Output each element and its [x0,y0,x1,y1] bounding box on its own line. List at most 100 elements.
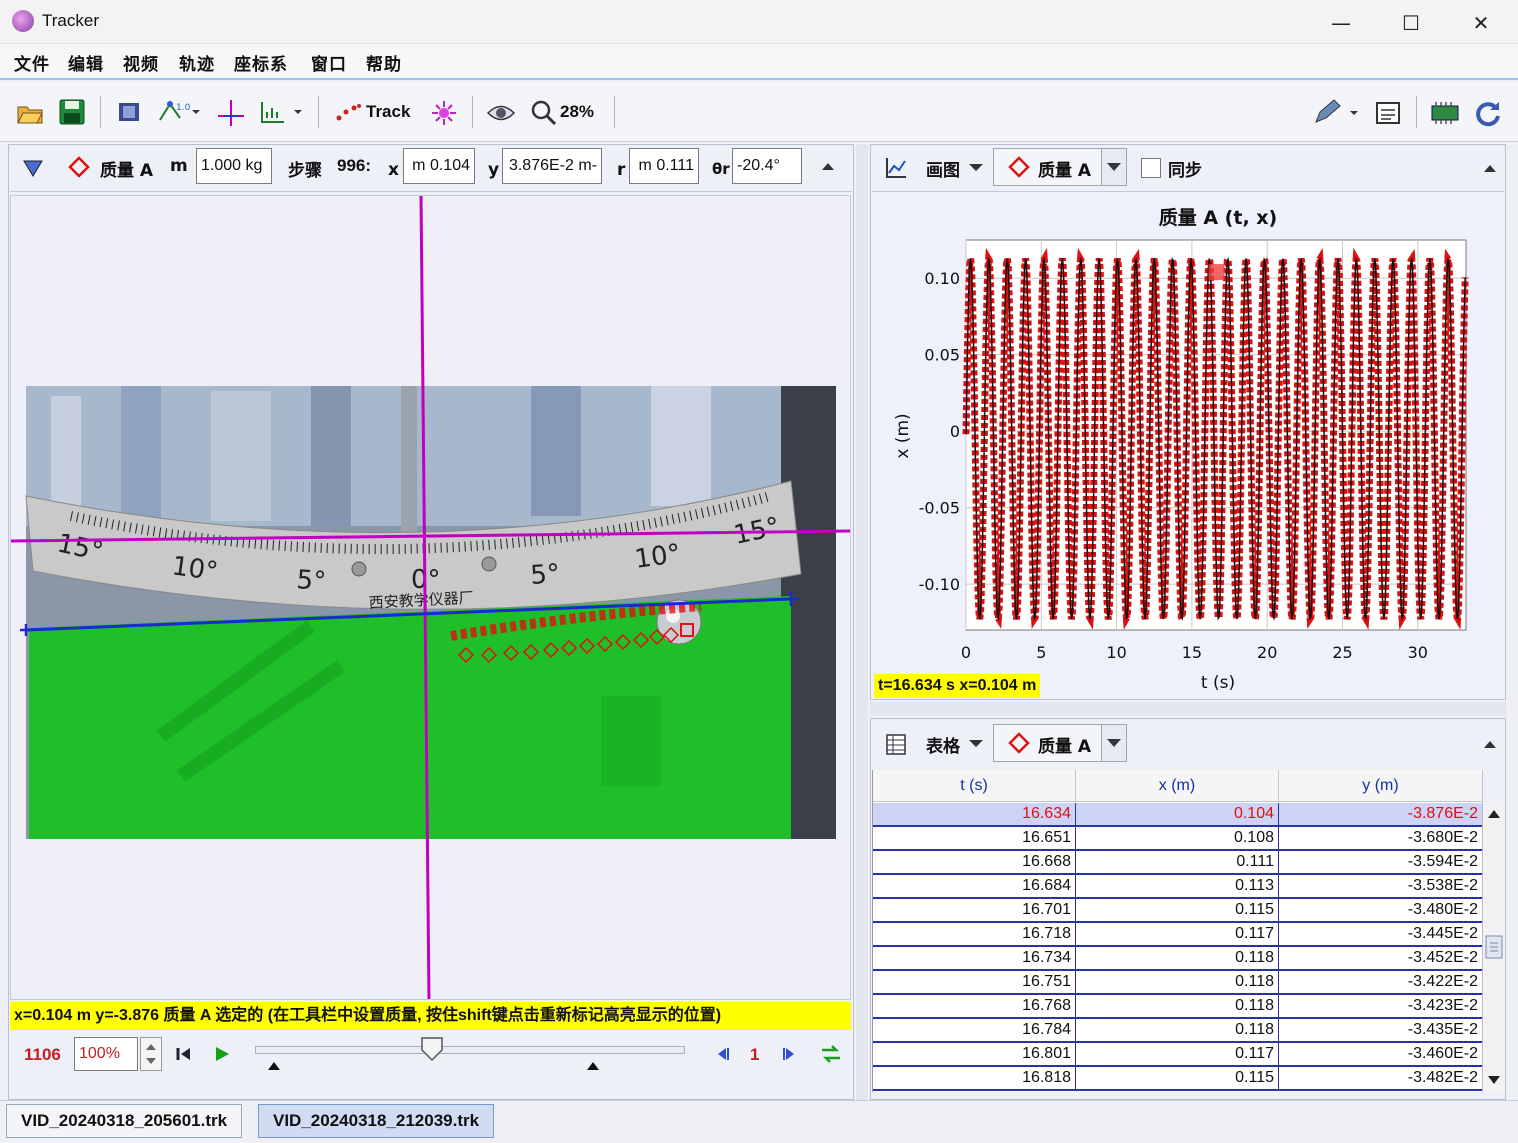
autotracker-icon[interactable] [430,99,458,127]
table-cell[interactable]: 16.751 [873,971,1076,993]
table-cell[interactable]: 0.118 [1076,971,1279,993]
column-header-x[interactable]: x (m) [1076,770,1279,802]
table-cell[interactable]: -3.480E-2 [1279,899,1483,921]
tab-file-1[interactable]: VID_20240318_205601.trk [6,1104,243,1138]
table-cell[interactable]: 0.115 [1076,899,1279,921]
table-cell[interactable]: -3.452E-2 [1279,947,1483,969]
memory-icon[interactable] [1430,100,1460,126]
playback-slider[interactable] [255,1046,685,1054]
table-row[interactable]: 16.784 0.118 -3.435E-2 [873,1019,1483,1043]
step-forward-icon[interactable] [782,1046,798,1062]
x-field[interactable]: 0.104 m [403,148,475,184]
pencil-drawing-icon[interactable] [1312,98,1360,128]
playback-rate-field[interactable]: 100% [74,1037,138,1071]
mass-field[interactable]: 1.000 kg [196,148,272,184]
play-icon[interactable] [214,1046,230,1062]
plot-track-dropdown[interactable] [1101,149,1126,185]
table-row[interactable]: 16.701 0.115 -3.480E-2 [873,899,1483,923]
measuring-tools-icon[interactable] [258,98,304,126]
table-cell[interactable]: 0.115 [1076,1067,1279,1089]
table-cell[interactable]: 0.108 [1076,827,1279,849]
y-field[interactable]: -3.876E-2 m [502,148,602,184]
table-cell[interactable]: 16.768 [873,995,1076,1017]
table-cell[interactable]: 16.784 [873,1019,1076,1041]
table-row[interactable]: 16.651 0.108 -3.680E-2 [873,827,1483,851]
table-track-dropdown[interactable] [1101,725,1126,761]
notes-icon[interactable] [1374,100,1402,126]
table-cell[interactable]: 0.118 [1076,995,1279,1017]
collapse-up-icon[interactable] [820,160,836,172]
table-cell[interactable]: 0.117 [1076,1043,1279,1065]
table-cell[interactable]: -3.435E-2 [1279,1019,1483,1041]
track-button[interactable]: Track [366,102,411,121]
plot-view-label[interactable]: 画图 [926,161,960,181]
menu-coordinates[interactable]: 座标系 [234,55,288,75]
r-field[interactable]: 0.111 m [629,148,699,184]
table-row[interactable]: 16.768 0.118 -3.423E-2 [873,995,1483,1019]
zoom-icon[interactable] [530,99,558,127]
track-dropdown-icon[interactable] [22,158,44,178]
chevron-down-icon[interactable] [968,738,984,748]
collapse-up-icon[interactable] [1482,738,1498,750]
loop-icon[interactable] [820,1044,842,1064]
menu-video[interactable]: 视频 [123,55,159,75]
table-row[interactable]: 16.718 0.117 -3.445E-2 [873,923,1483,947]
step-size[interactable]: 1 [750,1045,760,1064]
table-cell[interactable]: 16.668 [873,851,1076,873]
track-name[interactable]: 质量 A [100,161,154,181]
table-cell[interactable]: 16.801 [873,1043,1076,1065]
table-cell[interactable]: 16.651 [873,827,1076,849]
vertical-splitter[interactable] [856,144,868,1100]
zoom-level[interactable]: 28% [560,102,595,121]
refresh-icon[interactable] [1474,99,1502,127]
table-cell[interactable]: -3.680E-2 [1279,827,1483,849]
plot-area[interactable]: 质量 A (t, x) 0 5 10 15 20 25 30 0.10 0.05 0 -0.05 -0… [872,194,1504,698]
tab-file-2[interactable]: VID_20240318_212039.trk [258,1104,495,1138]
collapse-up-icon[interactable] [1482,162,1498,174]
table-scrollbar[interactable] [1482,802,1504,1092]
table-cell[interactable]: 0.117 [1076,923,1279,945]
table-cell[interactable]: 16.718 [873,923,1076,945]
start-frame-marker[interactable] [266,1060,282,1072]
menu-window[interactable]: 窗口 [311,55,347,75]
menu-help[interactable]: 帮助 [366,55,402,75]
reset-icon[interactable] [176,1046,192,1062]
maximize-button[interactable]: ☐ [1402,11,1420,35]
menu-edit[interactable]: 编辑 [68,55,104,75]
minimize-button[interactable]: — [1331,11,1351,35]
step-back-icon[interactable] [714,1046,730,1062]
chevron-down-icon[interactable] [968,162,984,172]
table-cell[interactable]: 0.111 [1076,851,1279,873]
table-row[interactable]: 16.684 0.113 -3.538E-2 [873,875,1483,899]
rate-spinner[interactable] [140,1037,162,1071]
table-cell[interactable]: -3.445E-2 [1279,923,1483,945]
open-folder-icon[interactable] [16,99,44,125]
table-row[interactable]: 16.668 0.111 -3.594E-2 [873,851,1483,875]
sync-checkbox[interactable] [1141,158,1161,178]
coordinate-axes-icon[interactable] [216,98,246,128]
table-cell[interactable]: -3.460E-2 [1279,1043,1483,1065]
table-cell[interactable]: 16.818 [873,1067,1076,1089]
table-cell[interactable]: 16.734 [873,947,1076,969]
table-cell[interactable]: -3.482E-2 [1279,1067,1483,1089]
track-icon[interactable] [334,100,362,124]
close-button[interactable]: ✕ [1472,11,1490,35]
table-row[interactable]: 16.751 0.118 -3.422E-2 [873,971,1483,995]
calibration-tools-icon[interactable]: 1.0 [156,98,200,126]
menu-track[interactable]: 轨迹 [179,55,215,75]
table-row[interactable]: 16.734 0.118 -3.452E-2 [873,947,1483,971]
save-icon[interactable] [58,98,86,126]
chart[interactable]: 质量 A (t, x) 0 5 10 15 20 25 30 0.10 0.05 0 -0.05 -0… [872,194,1504,698]
table-cell[interactable]: -3.594E-2 [1279,851,1483,873]
video-view[interactable]: 15° 10° 5° 0° 5° 10° 15° 西安教学仪器厂 [10,195,851,1000]
table-cell[interactable]: -3.422E-2 [1279,971,1483,993]
table-cell[interactable]: 16.684 [873,875,1076,897]
table-cell[interactable]: 16.634 [873,803,1076,825]
table-cell[interactable]: -3.423E-2 [1279,995,1483,1017]
table-row[interactable]: 16.634 0.104 -3.876E-2 [873,803,1483,827]
table-cell[interactable]: 0.104 [1076,803,1279,825]
horizontal-splitter[interactable] [870,702,1506,716]
table-cell[interactable]: -3.538E-2 [1279,875,1483,897]
table-cell[interactable]: 0.113 [1076,875,1279,897]
table-view-label[interactable]: 表格 [926,737,960,757]
